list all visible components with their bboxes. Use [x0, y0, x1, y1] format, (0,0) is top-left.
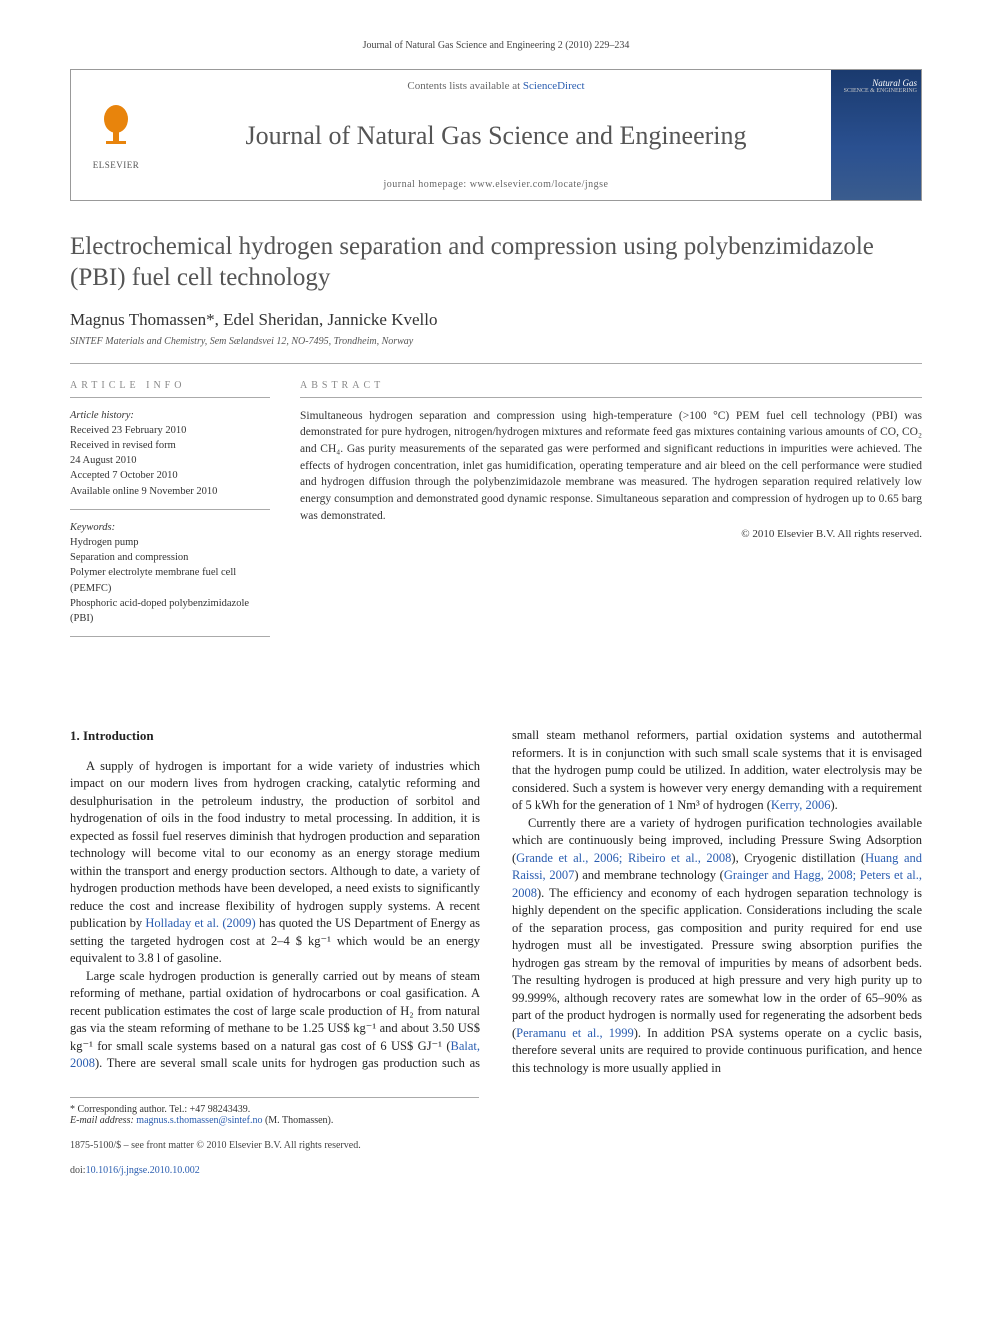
abstract-text: Simultaneous hydrogen separation and com…: [300, 408, 922, 525]
journal-header-box: ELSEVIER Contents lists available at Sci…: [70, 69, 922, 201]
section-heading: 1. Introduction: [70, 727, 480, 745]
article-affiliation: SINTEF Materials and Chemistry, Sem Sæla…: [70, 336, 922, 347]
p3-mid: ), Cryogenic distillation (: [731, 851, 865, 865]
ref-close: ).: [830, 798, 837, 812]
history-line: Received in revised form: [70, 440, 176, 451]
contents-available-line: Contents lists available at ScienceDirec…: [161, 80, 831, 92]
journal-cover-thumbnail: Natural Gas SCIENCE & ENGINEERING: [831, 70, 921, 200]
p3-mid: ). The efficiency and economy of each hy…: [512, 886, 922, 1040]
reference-link[interactable]: Kerry, 2006: [771, 798, 831, 812]
footer-copyright: 1875-5100/$ – see front matter © 2010 El…: [70, 1140, 922, 1151]
p3-mid: ) and membrane technology (: [574, 868, 723, 882]
p1-text: A supply of hydrogen is important for a …: [70, 759, 480, 931]
keywords-heading: Keywords:: [70, 522, 115, 533]
keywords-block: Keywords: Hydrogen pump Separation and c…: [70, 520, 270, 638]
header-reference: Journal of Natural Gas Science and Engin…: [70, 40, 922, 51]
corresponding-author-note: * Corresponding author. Tel.: +47 982434…: [70, 1104, 479, 1115]
history-line: Accepted 7 October 2010: [70, 470, 178, 481]
email-suffix: (M. Thomassen).: [262, 1115, 333, 1126]
body-paragraph: Currently there are a variety of hydroge…: [512, 815, 922, 1078]
homepage-prefix: journal homepage:: [383, 179, 469, 190]
history-line: Available online 9 November 2010: [70, 486, 217, 497]
section-number: 1.: [70, 728, 80, 743]
reference-link[interactable]: Holladay et al. (2009): [145, 916, 255, 930]
homepage-url: www.elsevier.com/locate/jngse: [470, 179, 609, 190]
publisher-name: ELSEVIER: [93, 160, 140, 170]
body-paragraph: A supply of hydrogen is important for a …: [70, 758, 480, 968]
email-label: E-mail address:: [70, 1115, 136, 1126]
article-info-column: ARTICLE INFO Article history: Received 2…: [70, 380, 270, 648]
keyword: Hydrogen pump: [70, 537, 139, 548]
article-history-block: Article history: Received 23 February 20…: [70, 408, 270, 510]
p2-text: Large scale hydrogen production is gener…: [70, 969, 480, 1053]
cover-title: Natural Gas: [835, 78, 917, 88]
article-title: Electrochemical hydrogen separation and …: [70, 231, 922, 294]
abstract-copyright: © 2010 Elsevier B.V. All rights reserved…: [300, 528, 922, 540]
sciencedirect-link[interactable]: ScienceDirect: [523, 80, 585, 92]
header-center: Contents lists available at ScienceDirec…: [161, 70, 831, 200]
journal-name: Journal of Natural Gas Science and Engin…: [161, 121, 831, 151]
body-text-columns: 1. Introduction A supply of hydrogen is …: [70, 727, 922, 1077]
article-authors: Magnus Thomassen*, Edel Sheridan, Jannic…: [70, 310, 922, 330]
doi-prefix: doi:: [70, 1165, 86, 1176]
keyword: Polymer electrolyte membrane fuel cell (…: [70, 567, 236, 593]
history-line: Received 23 February 2010: [70, 425, 186, 436]
reference-link[interactable]: Grande et al., 2006; Ribeiro et al., 200…: [516, 851, 731, 865]
history-heading: Article history:: [70, 410, 134, 421]
history-line: 24 August 2010: [70, 455, 137, 466]
info-abstract-row: ARTICLE INFO Article history: Received 2…: [70, 363, 922, 648]
keyword: Separation and compression: [70, 552, 188, 563]
abstract-column: ABSTRACT Simultaneous hydrogen separatio…: [300, 380, 922, 648]
cover-subtitle: SCIENCE & ENGINEERING: [835, 88, 917, 94]
elsevier-tree-icon: [91, 101, 141, 160]
footer-doi: doi:10.1016/j.jngse.2010.10.002: [70, 1165, 922, 1176]
abstract-label: ABSTRACT: [300, 380, 922, 398]
contents-prefix: Contents lists available at: [407, 80, 522, 92]
section-title: Introduction: [83, 728, 154, 743]
keyword: Phosphoric acid-doped polybenzimidazole …: [70, 598, 249, 624]
ref-close: ).: [95, 1056, 107, 1070]
email-line: E-mail address: magnus.s.thomassen@sinte…: [70, 1115, 479, 1126]
article-info-label: ARTICLE INFO: [70, 380, 270, 398]
author-email[interactable]: magnus.s.thomassen@sintef.no: [136, 1115, 262, 1126]
journal-homepage-line: journal homepage: www.elsevier.com/locat…: [161, 179, 831, 190]
doi-link[interactable]: 10.1016/j.jngse.2010.10.002: [86, 1165, 200, 1176]
footnotes: * Corresponding author. Tel.: +47 982434…: [70, 1097, 479, 1126]
reference-link[interactable]: Peramanu et al., 1999: [516, 1026, 634, 1040]
publisher-logo: ELSEVIER: [71, 70, 161, 200]
